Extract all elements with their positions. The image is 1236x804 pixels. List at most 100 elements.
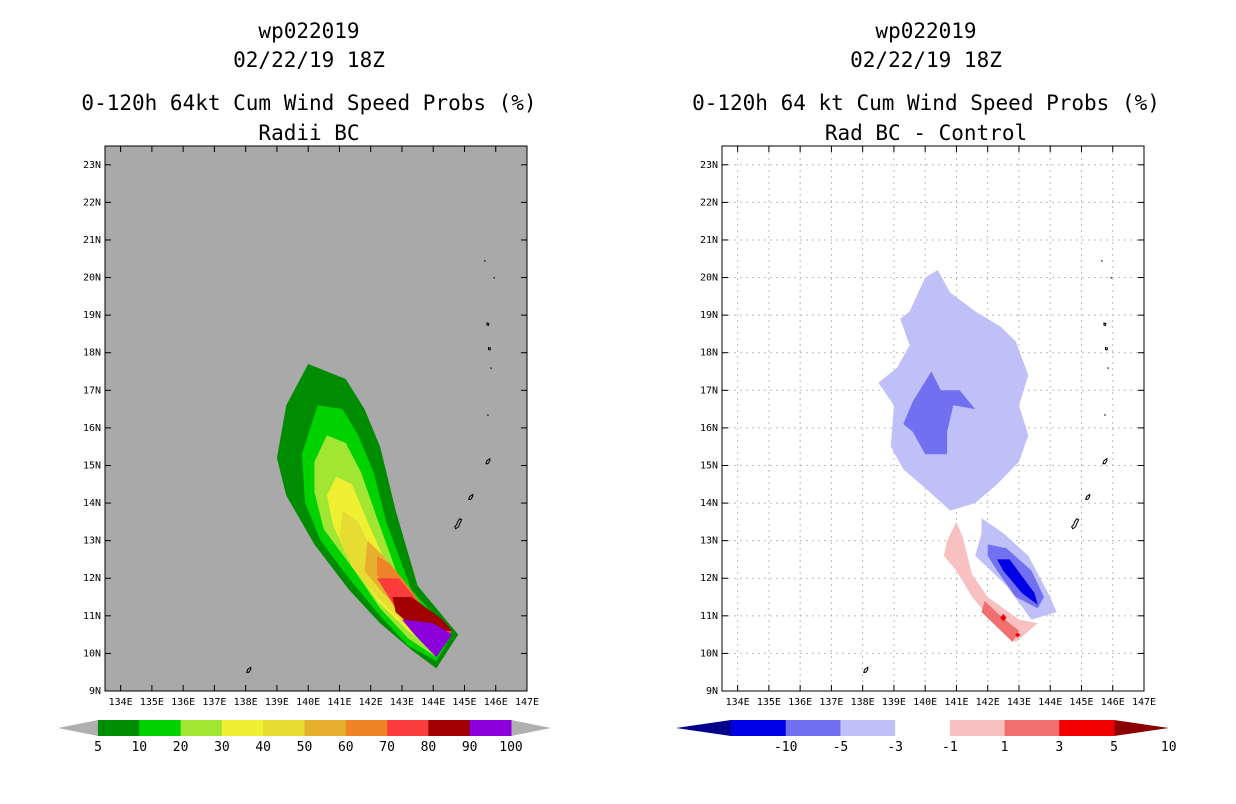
colorbar-swatch: [1059, 720, 1115, 736]
colorbar-high-arrow: [1114, 720, 1169, 736]
island-outline: [1104, 346, 1109, 351]
y-tick-label: 11N: [83, 611, 101, 622]
panel-rad-bc-control: wp022019 02/22/19 18Z 0-120h 64 kt Cum W…: [676, 19, 1177, 755]
chart-title: 0-120h 64kt Cum Wind Speed Probs (%): [81, 91, 536, 115]
storm-id-title: wp022019: [258, 19, 359, 43]
colorbar-swatch: [731, 720, 787, 736]
island-outline: [493, 277, 496, 279]
colorbar-high-arrow: [511, 720, 551, 736]
colorbar: 5 10 20 30 40 50 60 70 80 90 100: [58, 720, 551, 755]
colorbar-low-arrow: [58, 720, 98, 736]
x-tick-label: 136E: [171, 697, 195, 708]
colorbar-swatch: [895, 720, 951, 736]
colorbar-label: 10: [131, 740, 147, 755]
y-tick-label: 19N: [700, 310, 718, 321]
island-outline: [454, 518, 463, 530]
y-tick-label: 14N: [83, 498, 101, 509]
contour-level-5: [1015, 632, 1021, 638]
colorbar-swatch: [98, 720, 140, 736]
y-tick-label: 18N: [700, 348, 718, 359]
colorbar-label: 10: [1161, 740, 1177, 755]
x-tick-label: 137E: [819, 697, 843, 708]
colorbar-label: 5: [94, 740, 102, 755]
x-tick-label: 140E: [296, 697, 320, 708]
y-tick-label: 11N: [700, 611, 718, 622]
colorbar-label: -3: [887, 740, 903, 755]
x-tick-label: 139E: [265, 697, 289, 708]
colorbar-label: 80: [421, 740, 437, 755]
x-tick-label: 137E: [202, 697, 226, 708]
y-tick-label: 9N: [89, 686, 101, 697]
contour-layer: [276, 364, 459, 669]
y-tick-label: 13N: [83, 536, 101, 547]
contour-level-3: [981, 600, 1019, 643]
colorbar-swatch: [139, 720, 182, 736]
x-tick-label: 145E: [452, 697, 476, 708]
x-tick-label: 144E: [1038, 697, 1062, 708]
y-tick-label: 20N: [83, 273, 101, 284]
x-tick-label: 138E: [851, 697, 875, 708]
y-tick-label: 15N: [83, 460, 101, 471]
x-tick-label: 144E: [421, 697, 445, 708]
x-tick-label: 141E: [944, 697, 968, 708]
datetime-title: 02/22/19 18Z: [233, 48, 385, 72]
island-outline: [490, 367, 493, 369]
colorbar-label: -1: [942, 740, 958, 755]
contour-level-90: [402, 619, 452, 658]
colorbar-swatch: [949, 720, 1006, 736]
chart-title: 0-120h 64 kt Cum Wind Speed Probs (%): [692, 91, 1160, 115]
chart-subtitle: Rad BC - Control: [825, 121, 1027, 145]
x-tick-label: 138E: [234, 697, 258, 708]
y-tick-label: 21N: [700, 235, 718, 246]
x-tick-label: 140E: [913, 697, 937, 708]
y-tick-label: 12N: [700, 573, 718, 584]
island-outline: [1100, 260, 1103, 262]
y-tick-label: 17N: [700, 385, 718, 396]
chart-subtitle: Radii BC: [258, 121, 359, 145]
colorbar-swatch: [1004, 720, 1060, 736]
x-tick-label: 134E: [726, 697, 750, 708]
island-outline: [863, 666, 869, 673]
island-outline: [1107, 367, 1110, 369]
y-tick-label: 17N: [83, 385, 101, 396]
island-outline: [1103, 414, 1106, 416]
island-outline: [468, 493, 474, 500]
y-tick-label: 14N: [700, 498, 718, 509]
x-tick-label: 135E: [140, 697, 164, 708]
colorbar-label: 50: [297, 740, 313, 755]
y-tick-label: 20N: [700, 273, 718, 284]
plot-frame: [104, 145, 528, 692]
x-tick-label: 142E: [359, 697, 383, 708]
plot-frame: [721, 145, 1145, 692]
x-tick-label: 142E: [976, 697, 1000, 708]
y-tick-label: 18N: [83, 348, 101, 359]
y-tick-label: 22N: [700, 197, 718, 208]
x-tick-label: 146E: [1101, 697, 1125, 708]
island-outline: [1103, 322, 1107, 327]
colorbar-label: 100: [499, 740, 522, 755]
y-tick-label: 19N: [83, 310, 101, 321]
colorbar-swatch: [221, 720, 264, 736]
axis-ticks: 134E 135E 136E 137E 138E 139E 140E 141E 142E 143E…: [83, 146, 539, 708]
x-tick-label: 143E: [1007, 697, 1031, 708]
colorbar-swatch: [387, 720, 429, 736]
colorbar-swatch: [428, 720, 471, 736]
y-tick-label: 10N: [700, 648, 718, 659]
island-outline: [1085, 493, 1091, 500]
coastline-layer: [246, 260, 496, 673]
colorbar-label: 20: [173, 740, 189, 755]
island-outline: [486, 414, 489, 416]
contour-layer: [878, 270, 1057, 643]
colorbar-label: 5: [1110, 740, 1118, 755]
colorbar-label: 40: [255, 740, 271, 755]
x-tick-label: 145E: [1069, 697, 1093, 708]
colorbar-swatch: [263, 720, 305, 736]
x-tick-label: 136E: [788, 697, 812, 708]
colorbar-label: 1: [1001, 740, 1009, 755]
colorbar-swatch: [469, 720, 512, 736]
colorbar-label: -10: [774, 740, 797, 755]
contour-level-neg3: [903, 371, 976, 455]
storm-id-title: wp022019: [875, 19, 976, 43]
y-tick-label: 21N: [83, 235, 101, 246]
